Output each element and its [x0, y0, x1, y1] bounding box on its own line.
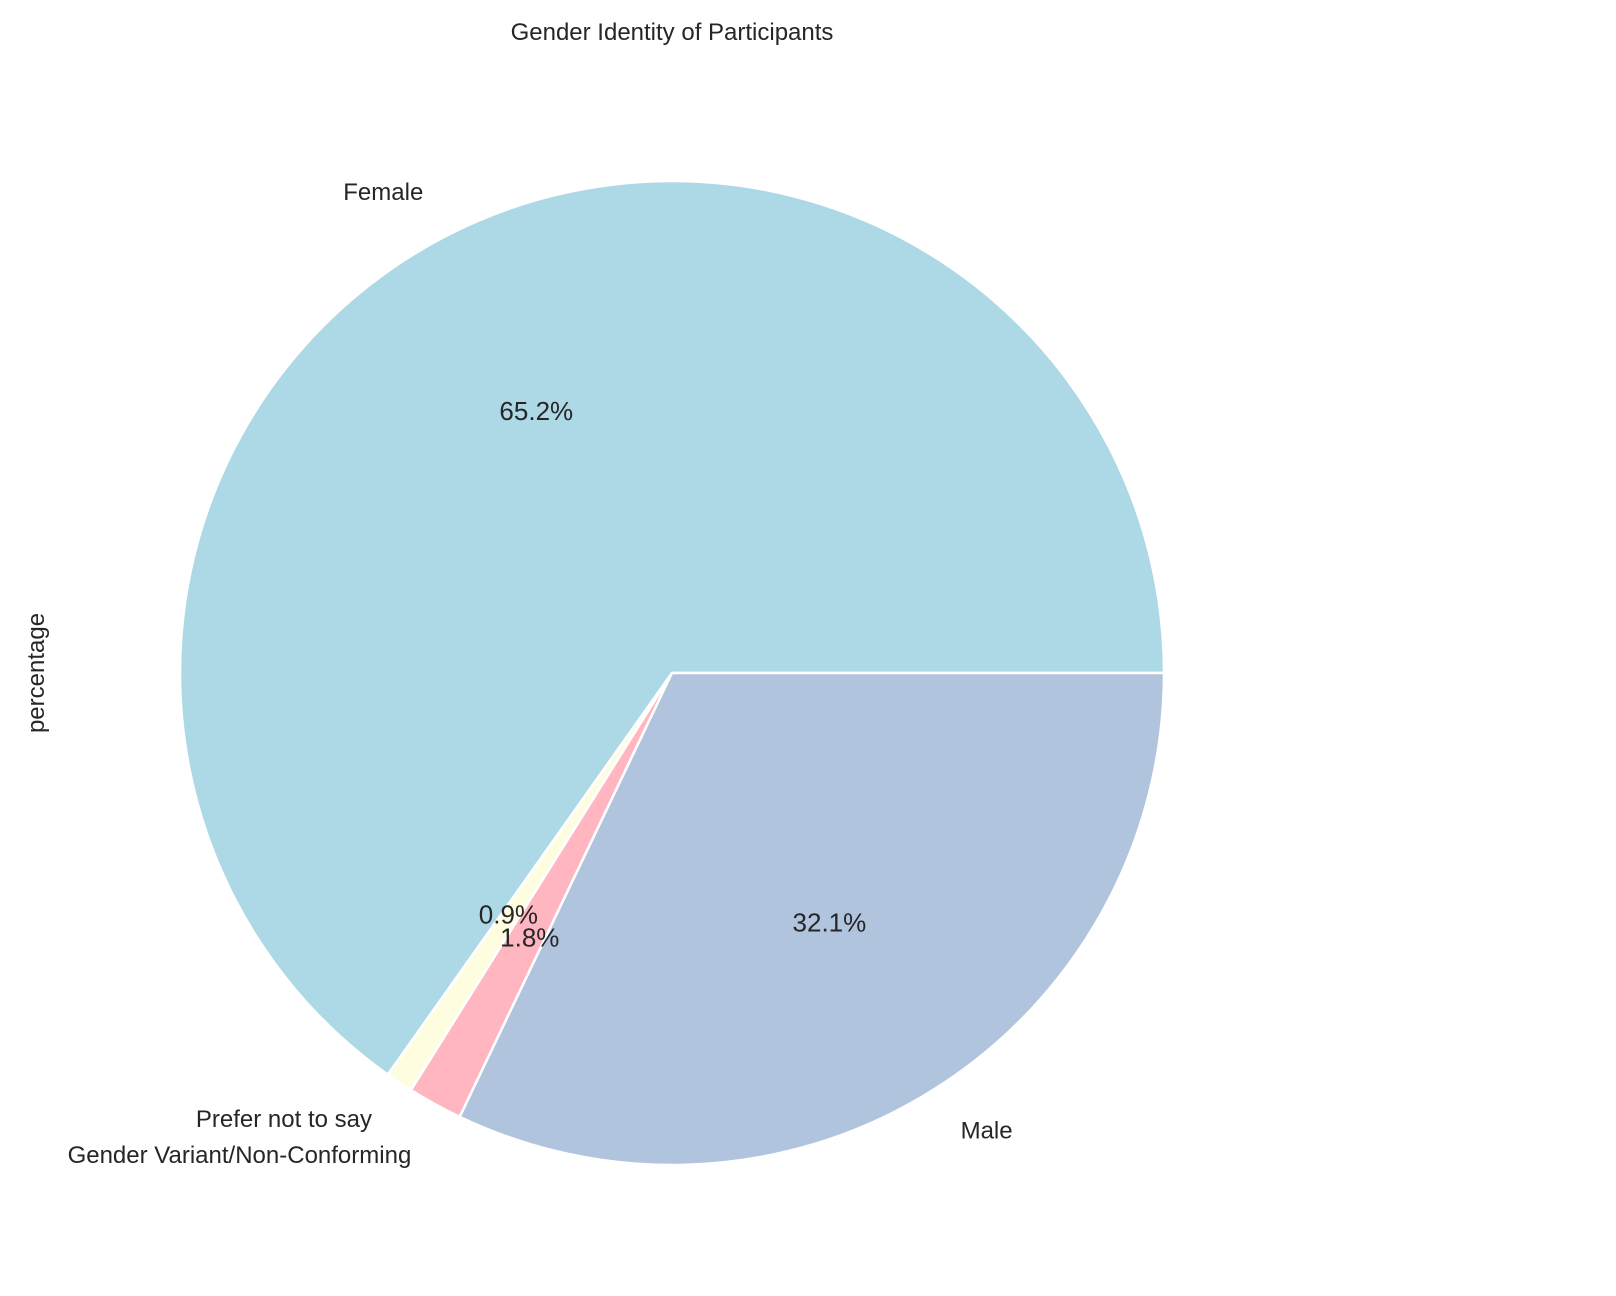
slice-label: Gender Variant/Non-Conforming: [68, 1142, 412, 1169]
slice-percent-label: 32.1%: [793, 908, 867, 938]
slice-label: Prefer not to say: [196, 1106, 372, 1133]
slice-percent-label: 1.8%: [500, 923, 559, 953]
pie-slices: [178, 179, 1166, 1167]
pie-slice-male: [458, 671, 1166, 1167]
slice-percent-label: 0.9%: [479, 900, 538, 930]
pie-slice-female: [178, 179, 1166, 1076]
pie-labels: Female 65.2% Prefer not to say 0.9% Gender V…: [68, 179, 1013, 1169]
slice-label: Male: [961, 1117, 1013, 1144]
slice-percent-label: 65.2%: [499, 396, 573, 426]
chart-title: Gender Identity of Participants: [511, 19, 834, 46]
slice-label: Female: [343, 179, 423, 206]
y-axis-label: percentage: [23, 613, 50, 733]
